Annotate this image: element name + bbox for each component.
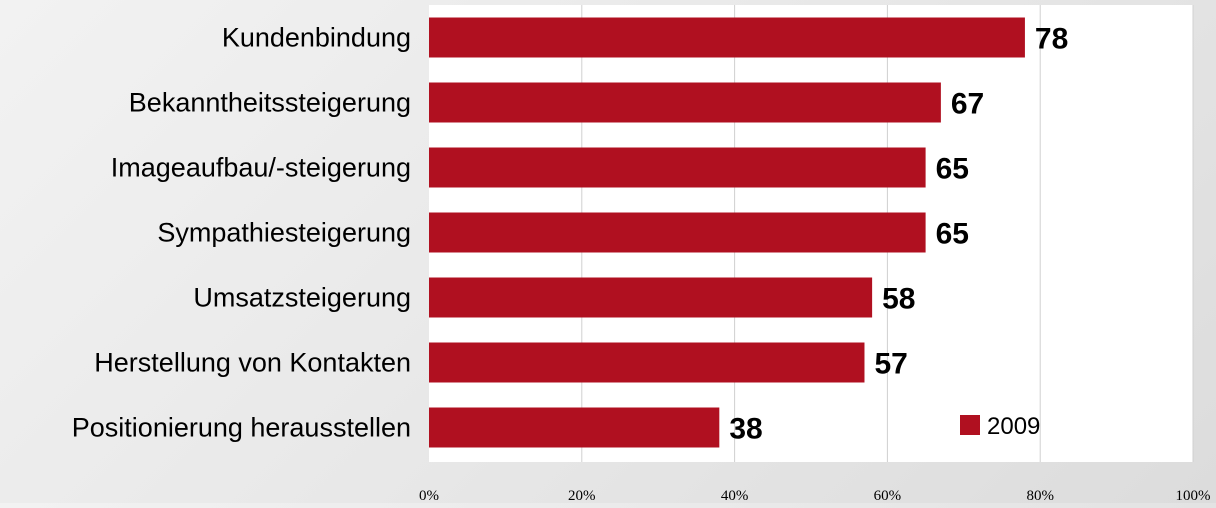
data-label: 67	[951, 88, 984, 121]
bar	[429, 82, 941, 123]
data-label: 57	[874, 348, 907, 381]
value-labels: 78 67 65 65 58 57 38	[729, 23, 1068, 446]
x-tick-label: 0%	[419, 488, 439, 503]
legend-label-2009: 2009	[987, 413, 1040, 440]
category-label: Sympathiesteigerung	[157, 218, 411, 248]
category-label: Bekanntheitssteigerung	[129, 88, 411, 118]
data-label: 65	[936, 218, 969, 251]
x-tick-label: 60%	[874, 488, 902, 503]
x-tick-label: 100%	[1176, 488, 1211, 503]
bar	[429, 17, 1025, 58]
bar	[429, 277, 873, 318]
legend: 2009	[960, 413, 1040, 440]
category-label: Umsatzsteigerung	[193, 283, 411, 313]
x-tick-label: 80%	[1026, 488, 1054, 503]
category-label: Kundenbindung	[222, 23, 411, 53]
category-label: Herstellung von Kontakten	[94, 348, 411, 378]
bar	[429, 147, 926, 188]
x-tick-label: 40%	[721, 488, 749, 503]
bar	[429, 342, 865, 383]
bar	[429, 407, 720, 448]
bar	[429, 212, 926, 253]
data-label: 65	[936, 153, 969, 186]
bars	[429, 17, 1025, 448]
data-label: 78	[1035, 23, 1068, 56]
x-axis-ticks: 0% 20% 40% 60% 80% 100%	[419, 488, 1211, 504]
x-tick-label: 20%	[568, 488, 596, 503]
data-label: 38	[729, 413, 762, 446]
category-label: Imageaufbau/-steigerung	[111, 153, 411, 183]
data-label: 58	[882, 283, 915, 316]
legend-swatch-2009	[960, 415, 980, 435]
category-labels: Kundenbindung Bekanntheitssteigerung Image…	[72, 23, 411, 443]
category-label: Positionierung herausstellen	[72, 413, 411, 443]
